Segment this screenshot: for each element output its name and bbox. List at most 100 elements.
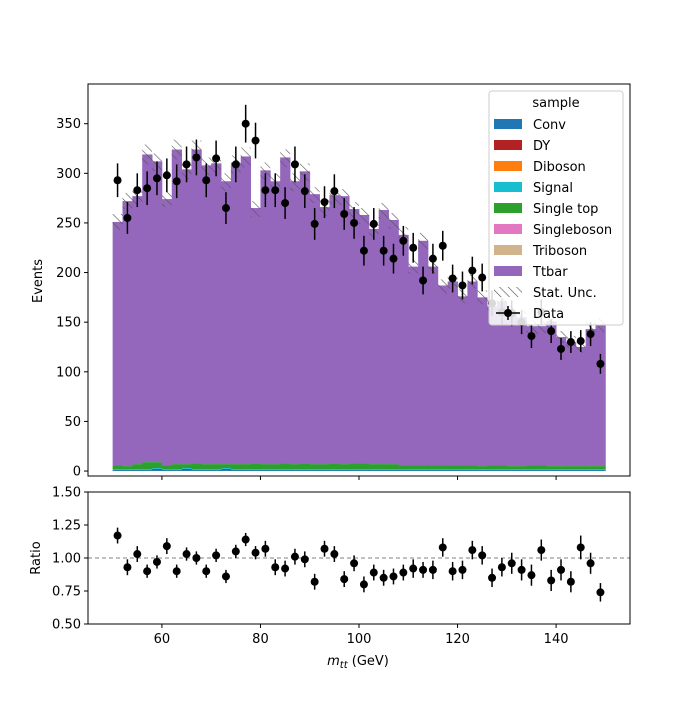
bar-conv <box>447 470 458 472</box>
bar-ttbar <box>427 266 439 466</box>
bar-signal <box>477 469 488 471</box>
main-y-axis-label: Events <box>31 259 46 303</box>
bar-ttbar <box>575 346 587 467</box>
bar-single-top <box>565 466 577 470</box>
ratio-point <box>359 580 368 589</box>
bar-single-top <box>270 464 281 470</box>
bar-single-top <box>319 464 330 470</box>
bar-signal <box>290 469 301 471</box>
ratio-point <box>507 559 516 568</box>
legend-label-dy: DY <box>533 139 550 154</box>
data-point <box>350 218 359 227</box>
ratio-point <box>143 567 152 576</box>
bar-ttbar <box>221 181 232 465</box>
bar-conv <box>408 470 419 472</box>
bar-single-top <box>161 465 173 470</box>
stat-unc-band <box>359 208 369 224</box>
bar-single-top <box>191 463 202 470</box>
ratio-point <box>172 567 181 576</box>
bar-ttbar <box>290 181 301 465</box>
ratio-point <box>182 550 191 559</box>
bar-dy <box>221 469 232 471</box>
ratio-data-points <box>113 527 605 602</box>
main-x-axis <box>161 476 557 480</box>
stat-unc-band <box>378 203 389 219</box>
bar-conv <box>290 470 301 472</box>
bar-signal <box>516 469 527 471</box>
bar-ttbar <box>250 208 261 464</box>
legend-title: sample <box>532 96 579 111</box>
stat-unc-band <box>299 163 310 182</box>
stat-unc-band <box>280 149 291 168</box>
y-tick-label: 200 <box>56 266 81 281</box>
bar-conv <box>339 470 350 472</box>
ratio-x-tick-label: 120 <box>445 632 470 647</box>
bar-conv <box>299 470 311 472</box>
bar-ttbar <box>171 149 183 465</box>
data-point <box>428 254 437 263</box>
legend-label-conv: Conv <box>533 118 566 133</box>
data-point <box>281 199 290 208</box>
ratio-point <box>221 572 230 581</box>
bar-signal <box>536 469 547 471</box>
bar-ttbar <box>398 234 409 466</box>
stat-unc-band <box>536 320 547 335</box>
bar-ttbar <box>349 209 360 464</box>
bar-ttbar <box>595 325 606 467</box>
legend-label-signal: Signal <box>533 181 573 196</box>
bar-signal <box>270 469 281 471</box>
bar-single-top <box>516 466 527 470</box>
bar-single-top <box>575 466 587 470</box>
bar-conv <box>122 470 133 472</box>
bar-ttbar <box>359 215 370 464</box>
bar-conv <box>388 470 399 472</box>
bar-ttbar <box>240 156 251 465</box>
ratio-point <box>330 550 339 559</box>
ratio-point <box>202 567 211 576</box>
ratio-point <box>428 565 437 574</box>
bar-signal <box>349 469 360 471</box>
bar-single-top <box>496 465 508 470</box>
bar-single-top <box>181 464 192 469</box>
ratio-point <box>527 571 536 580</box>
data-point <box>320 198 329 207</box>
bar-ttbar <box>112 221 123 466</box>
y-tick-label: 50 <box>64 415 81 430</box>
ratio-point <box>300 555 309 564</box>
bar-ttbar <box>388 219 399 465</box>
bar-conv <box>240 470 251 472</box>
bar-ttbar <box>565 342 577 467</box>
data-point <box>162 171 171 180</box>
bar-single-top <box>309 464 320 470</box>
bar-conv <box>181 470 192 472</box>
bar-single-top <box>221 464 232 469</box>
ratio-x-tick-label: 60 <box>154 632 171 647</box>
bar-conv <box>487 470 498 472</box>
data-point <box>566 338 575 347</box>
bar-signal <box>230 469 242 471</box>
ratio-point <box>162 542 171 551</box>
bar-single-top <box>152 462 163 469</box>
y-tick-label: 0 <box>73 465 81 480</box>
bar-conv <box>230 470 242 472</box>
legend-label-diboson: Diboson <box>533 160 586 175</box>
ratio-point <box>537 546 546 555</box>
bar-ttbar <box>260 170 271 465</box>
bar-conv <box>142 470 153 472</box>
bar-signal <box>221 468 232 470</box>
ratio-point <box>212 551 221 560</box>
bar-ttbar <box>161 199 173 466</box>
bar-single-top <box>142 462 153 470</box>
bar-signal <box>526 469 537 471</box>
ratio-point <box>497 563 506 572</box>
ratio-point <box>133 550 142 559</box>
bar-dy <box>152 469 163 471</box>
stat-unc-band <box>437 279 448 294</box>
data-point <box>369 219 378 228</box>
bar-conv <box>201 470 212 472</box>
bar-signal <box>575 469 587 471</box>
bar-conv <box>546 470 557 472</box>
ratio-point <box>478 551 487 560</box>
bar-conv <box>368 470 380 472</box>
